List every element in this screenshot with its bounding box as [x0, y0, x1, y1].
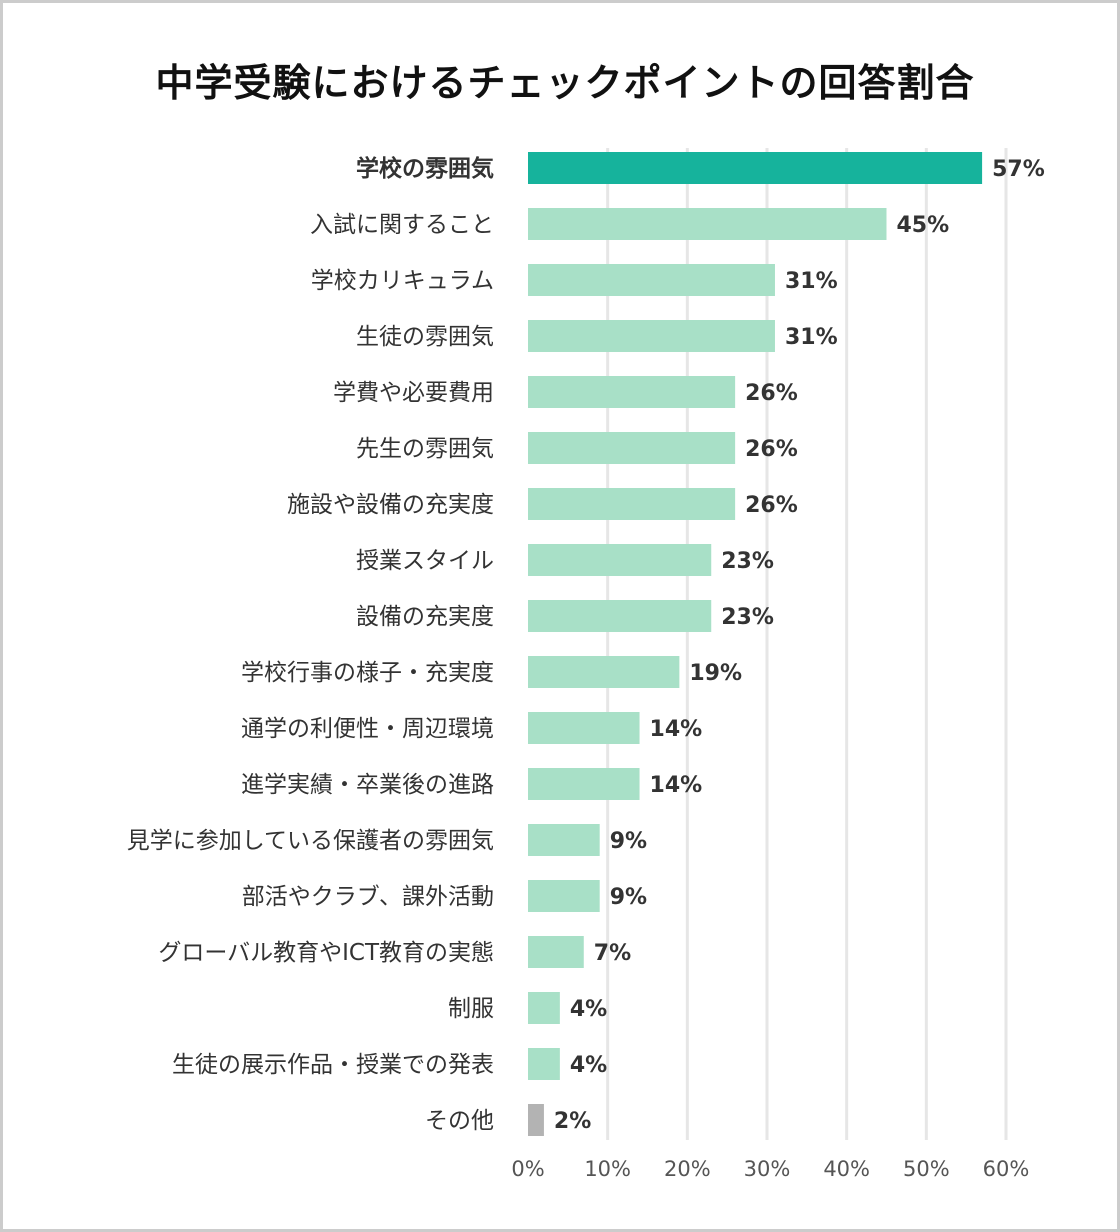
category-label: 学校カリキュラム	[311, 268, 494, 294]
category-label: グローバル教育やICT教育の実態	[158, 940, 494, 966]
bar	[528, 936, 584, 968]
value-label: 26%	[745, 493, 798, 518]
tick-label: 0%	[511, 1157, 544, 1181]
value-label: 19%	[689, 661, 742, 686]
value-label: 7%	[594, 941, 631, 966]
tick-label: 50%	[903, 1157, 950, 1181]
bar	[528, 152, 983, 184]
value-label: 9%	[610, 885, 647, 910]
bar	[528, 880, 600, 912]
value-label: 14%	[650, 717, 703, 742]
value-label: 23%	[721, 549, 774, 574]
bar	[528, 992, 560, 1024]
value-label: 45%	[897, 213, 950, 238]
value-label: 26%	[745, 437, 798, 462]
chart-title: 中学受験におけるチェックポイントの回答割合	[155, 61, 975, 105]
bar	[528, 376, 736, 408]
bar	[528, 208, 887, 240]
tick-label: 20%	[664, 1157, 711, 1181]
category-label: 入試に関すること	[310, 212, 494, 238]
category-label: 生徒の展示作品・授業での発表	[172, 1052, 494, 1078]
category-label: 授業スタイル	[356, 548, 494, 574]
bar	[528, 1048, 560, 1080]
value-label: 4%	[570, 997, 607, 1022]
category-label: その他	[425, 1108, 494, 1134]
bar	[528, 320, 775, 352]
value-label: 26%	[745, 381, 798, 406]
value-label: 23%	[721, 605, 774, 630]
category-label: 設備の充実度	[356, 604, 494, 630]
value-label: 31%	[785, 325, 838, 350]
category-label: 見学に参加している保護者の雰囲気	[127, 828, 494, 854]
bar	[528, 712, 640, 744]
bar	[528, 824, 600, 856]
bar	[528, 488, 736, 520]
category-label: 施設や設備の充実度	[287, 492, 494, 518]
category-label: 進学実績・卒業後の進路	[241, 772, 494, 798]
value-label: 9%	[610, 829, 647, 854]
bar	[528, 656, 680, 688]
value-label: 31%	[785, 269, 838, 294]
category-label: 学校行事の様子・充実度	[241, 660, 494, 686]
value-label: 57%	[992, 157, 1045, 182]
category-label: 生徒の雰囲気	[356, 324, 494, 350]
value-label: 2%	[554, 1109, 591, 1134]
bar	[528, 432, 736, 464]
bar	[528, 1104, 544, 1136]
category-label: 先生の雰囲気	[356, 436, 494, 462]
bar	[528, 264, 775, 296]
value-label: 4%	[570, 1053, 607, 1078]
bar	[528, 544, 712, 576]
tick-label: 10%	[584, 1157, 631, 1181]
category-label: 学費や必要費用	[333, 380, 494, 406]
category-label: 制服	[448, 996, 494, 1022]
tick-label: 40%	[823, 1157, 870, 1181]
bar	[528, 768, 640, 800]
tick-label: 30%	[744, 1157, 791, 1181]
bar	[528, 600, 712, 632]
category-label: 学校の雰囲気	[356, 155, 494, 182]
category-label: 通学の利便性・周辺環境	[241, 716, 494, 742]
tick-label: 60%	[983, 1157, 1030, 1181]
value-label: 14%	[650, 773, 703, 798]
category-label: 部活やクラブ、課外活動	[242, 884, 494, 910]
